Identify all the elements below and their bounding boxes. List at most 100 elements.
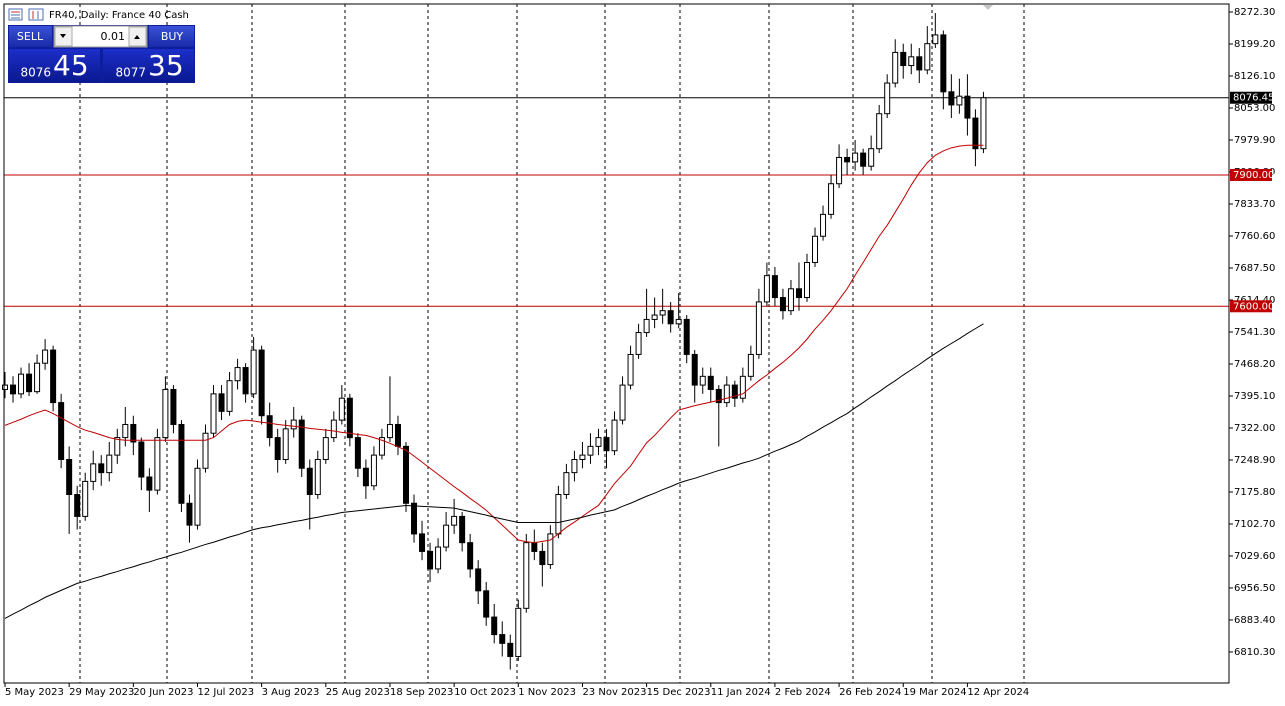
candle-body [114,437,121,456]
bid-price: 8076 [20,66,51,80]
y-tick-label: 8199.20 [1234,39,1275,50]
candle-body [146,476,153,491]
candle-body [322,437,329,460]
candle-body [250,349,257,395]
sell-button[interactable] [9,26,52,47]
chart-icon[interactable] [28,8,44,21]
candle-body [940,34,947,93]
candle-body [170,388,177,425]
candle-body [804,262,810,299]
candle-body [403,445,409,504]
candle-body [274,437,281,460]
y-tick-label: 7102.70 [1234,519,1275,530]
level-label-bg [1230,168,1272,181]
candle-body [242,367,249,395]
candle-body [547,533,554,566]
candle-body [755,301,762,355]
candle-body [828,183,835,215]
candle-body [50,349,57,404]
volume-box[interactable] [53,25,148,48]
candle-body [611,419,618,452]
candle-body [435,546,442,570]
candle-body [186,502,193,526]
candle-body [876,113,883,150]
buy-button[interactable] [149,26,194,47]
plot-area [2,13,1229,670]
ask-box[interactable] [103,49,194,82]
buy-label[interactable]: BUY [161,30,184,43]
candle-body [378,437,385,456]
candle-body [459,515,466,544]
y-tick-label: 7468.20 [1234,359,1275,370]
candle-body [178,423,185,504]
candle-body [555,494,562,535]
candle-body [218,393,225,412]
candle-body [451,515,458,526]
candle-body [763,275,770,303]
sell-label[interactable]: SELL [17,30,44,43]
candle-body [571,458,578,474]
x-tick-label: 12 Jul 2023 [197,687,254,698]
candle-body [707,375,714,390]
y-tick-label: 6883.40 [1234,615,1275,626]
candle-body [499,634,506,644]
x-tick-label: 19 Mar 2024 [903,687,966,698]
level-label-bg [1230,300,1272,313]
candle-body [964,95,971,119]
x-tick-label: 20 Jun 2023 [133,687,193,698]
x-tick-label: 29 May 2023 [69,687,134,698]
candle-body [10,384,17,395]
candle-body [603,437,610,452]
candle-body [852,152,859,163]
y-tick-label: 7760.60 [1234,231,1275,242]
candle-body [900,51,907,67]
x-tick-label: 3 Aug 2023 [262,687,320,698]
candle-body [523,542,530,609]
moving-average [4,323,984,619]
candle-body [868,148,875,167]
x-tick-label: 25 Aug 2023 [326,687,390,698]
bid-pips: 45 [53,49,89,82]
candle-body [723,384,730,404]
candle-body [627,353,634,386]
x-tick-label: 15 Dec 2023 [647,687,711,698]
y-tick-label: 7395.10 [1234,391,1275,402]
candle-body [948,91,955,106]
candle-body [884,82,891,115]
candle-body [475,568,482,592]
candle-body [427,550,434,570]
candle-body [515,607,522,657]
volume-value[interactable]: 0.01 [101,30,126,43]
y-tick-label: 8272.30 [1234,7,1275,18]
candle-body [691,353,698,386]
y-tick-label: 7979.90 [1234,135,1275,146]
candle-body [306,467,313,496]
y-tick-label: 7175.80 [1234,487,1275,498]
x-tick-label: 10 Oct 2023 [454,687,516,698]
trade-panel: SELL 0.01 BUY 8076 45 8077 35 [8,25,195,83]
level-label-bg [1230,91,1272,104]
candle-body [771,275,778,299]
candle-body [651,314,658,320]
candle-body [860,152,867,167]
y-tick-label: 7541.30 [1234,327,1275,338]
candle-body [739,375,746,399]
y-tick-label: 7029.60 [1234,551,1275,562]
candle-body [779,297,786,312]
candle-body [587,445,594,456]
candle-body [836,156,843,185]
bid-box[interactable] [9,49,100,82]
x-tick-label: 26 Feb 2024 [839,687,901,698]
candle-body [667,310,674,325]
y-tick-label: 7322.00 [1234,423,1275,434]
candle-body [346,397,353,439]
up-arrow [134,35,140,39]
candle-body [467,542,474,570]
x-tick-label: 12 Apr 2024 [967,687,1029,698]
candle-body [18,373,25,395]
candle-body [130,423,137,443]
y-tick-label: 7687.50 [1234,263,1275,274]
candle-body [290,419,297,430]
candle-body [394,423,401,447]
